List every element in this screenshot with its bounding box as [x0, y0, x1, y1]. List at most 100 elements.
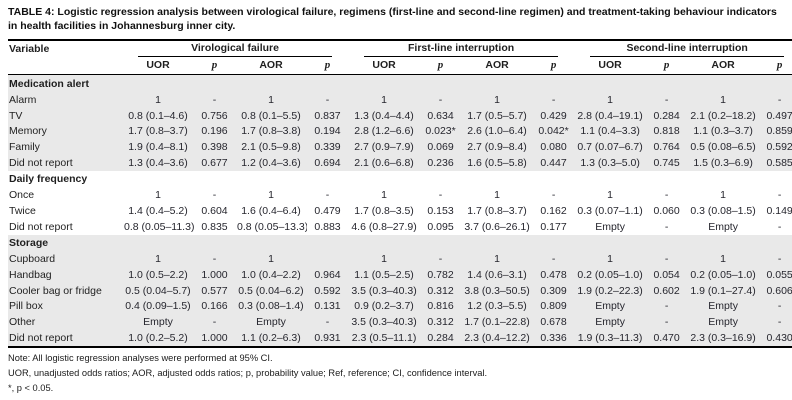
p-value-cell: 0.964: [307, 267, 349, 284]
section-header-row: Storage: [8, 234, 792, 252]
section-header-row: Medication alert: [8, 74, 792, 93]
odds-ratio-cell: 1: [574, 251, 647, 268]
p-value-cell: 0.756: [194, 108, 235, 124]
table-row: Cooler bag or fridge 0.5 (0.04–5.7) 0.577 0…: [8, 283, 792, 299]
p-value-cell: 0.196: [194, 123, 235, 140]
odds-ratio-cell: 2.8 (1.2–6.6): [348, 123, 421, 140]
p-value-cell: 0.177: [540, 220, 567, 233]
p-value-cell: -: [777, 189, 782, 202]
odds-ratio-cell: 0.3 (0.07–1.1): [577, 204, 643, 217]
p-value-cell: -: [664, 189, 669, 202]
column-header-aor: AOR: [687, 57, 760, 76]
p-value-cell: -: [420, 92, 462, 109]
p-value-cell: 0.339: [307, 139, 349, 156]
p-value-cell: -: [646, 92, 688, 109]
p-value-cell: 0.060: [653, 204, 680, 217]
p-value-cell: -: [194, 251, 235, 268]
row-variable-label: Memory: [8, 123, 122, 140]
p-value-cell: 0.312: [420, 314, 462, 331]
odds-ratio-cell: 2.1 (0.5–9.8): [235, 139, 307, 156]
odds-ratio-cell: 1: [720, 189, 727, 202]
p-value-cell: -: [212, 189, 217, 202]
column-header-aor: AOR: [235, 57, 307, 76]
p-value-cell: -: [551, 189, 556, 202]
odds-ratio-cell: 1.1 (0.2–6.3): [235, 330, 307, 348]
p-value-cell: 0.312: [420, 283, 462, 299]
p-value-cell: 0.149: [766, 204, 792, 217]
p-value-cell: -: [438, 189, 443, 202]
odds-ratio-cell: 1.9 (0.3–11.3): [574, 330, 647, 348]
odds-ratio-cell: 2.3 (0.5–11.1): [348, 330, 421, 348]
p-value-cell: 0.859: [759, 123, 792, 140]
odds-ratio-cell: 1: [122, 251, 194, 268]
p-value-cell: 0.430: [759, 330, 792, 348]
odds-ratio-cell: Empty: [708, 220, 738, 233]
p-value-cell: 0.809: [533, 298, 575, 315]
p-value-cell: 0.042*: [533, 123, 575, 140]
row-variable-label: Cooler bag or fridge: [8, 283, 122, 299]
odds-ratio-cell: 1: [687, 92, 760, 109]
odds-ratio-cell: 2.7 (0.9–7.9): [348, 139, 421, 156]
odds-ratio-cell: 1: [461, 251, 534, 268]
row-variable-label: Pill box: [8, 298, 122, 315]
column-header-p: p: [533, 57, 575, 76]
p-value-cell: 0.336: [533, 330, 575, 348]
row-variable-label: Did not report: [9, 220, 73, 233]
column-header-p: p: [194, 57, 235, 76]
odds-ratio-cell: 1.0 (0.4–2.2): [235, 267, 307, 284]
odds-ratio-cell: Empty: [687, 314, 760, 331]
p-value-cell: 0.194: [307, 123, 349, 140]
table-title: TABLE 4: Logistic regression analysis be…: [8, 5, 784, 34]
p-value-cell: -: [533, 92, 575, 109]
p-value-cell: -: [420, 251, 462, 268]
group-header-second-line-interruption: Second-line interruption: [574, 38, 792, 58]
table-title-label: TABLE 4:: [8, 6, 55, 18]
column-header-uor: UOR: [348, 57, 421, 76]
column-header-uor: UOR: [574, 57, 647, 76]
p-value-cell: 0.782: [420, 267, 462, 284]
table-row: Did not report 1.0 (0.2–5.2) 1.000 1.1 (0.2…: [8, 330, 792, 348]
logistic-regression-table: Variable Virological failure First-line …: [8, 38, 792, 348]
odds-ratio-cell: Empty: [574, 298, 647, 315]
column-header-p: p: [307, 57, 349, 76]
table-row: Pill box 0.4 (0.09–1.5) 0.166 0.3 (0.08–1.4…: [8, 298, 792, 315]
p-value-cell: -: [646, 251, 688, 268]
group-header-virological-failure: Virological failure: [122, 38, 349, 58]
odds-ratio-cell: 1: [687, 251, 760, 268]
odds-ratio-cell: 1.0 (0.2–5.2): [122, 330, 194, 348]
p-value-cell: 0.153: [427, 204, 454, 217]
odds-ratio-cell: 0.7 (0.07–6.7): [574, 139, 647, 156]
odds-ratio-cell: 0.2 (0.05–1.0): [574, 267, 647, 284]
odds-ratio-cell: 1.1 (0.4–3.3): [574, 123, 647, 140]
p-value-cell: 0.606: [759, 283, 792, 299]
p-value-cell: 0.479: [314, 204, 341, 217]
p-value-cell: 0.694: [307, 155, 349, 171]
p-value-cell: 0.095: [427, 220, 454, 233]
odds-ratio-cell: 1.9 (0.1–27.4): [687, 283, 760, 299]
odds-ratio-cell: 4.6 (0.8–27.9): [351, 220, 417, 233]
p-value-cell: 0.447: [533, 155, 575, 171]
p-value-cell: 0.931: [307, 330, 349, 348]
p-value-cell: -: [325, 189, 330, 202]
p-value-cell: -: [759, 298, 792, 315]
p-value-cell: -: [777, 220, 782, 233]
p-value-cell: 0.634: [420, 108, 462, 124]
column-header-variable: Variable: [8, 38, 122, 76]
table-row: Did not report 0.8 (0.05–11.3) 0.835 0.8 (0…: [8, 219, 792, 235]
odds-ratio-cell: Empty: [595, 220, 625, 233]
p-value-cell: 0.604: [201, 204, 228, 217]
odds-ratio-cell: 1.6 (0.5–5.8): [461, 155, 534, 171]
odds-ratio-cell: 0.3 (0.08–1.5): [690, 204, 756, 217]
p-value-cell: 0.592: [759, 139, 792, 156]
p-value-cell: 1.000: [194, 267, 235, 284]
p-value-cell: 0.883: [314, 220, 341, 233]
p-value-cell: 0.429: [533, 108, 575, 124]
odds-ratio-cell: 1.3 (0.3–5.0): [574, 155, 647, 171]
odds-ratio-cell: 1: [348, 92, 421, 109]
p-value-cell: 0.816: [420, 298, 462, 315]
odds-ratio-cell: 1.6 (0.4–6.4): [241, 204, 301, 217]
odds-ratio-cell: 2.3 (0.4–12.2): [461, 330, 534, 348]
odds-ratio-cell: 1.7 (0.1–22.8): [461, 314, 534, 331]
table-header: Variable Virological failure First-line …: [8, 38, 792, 76]
